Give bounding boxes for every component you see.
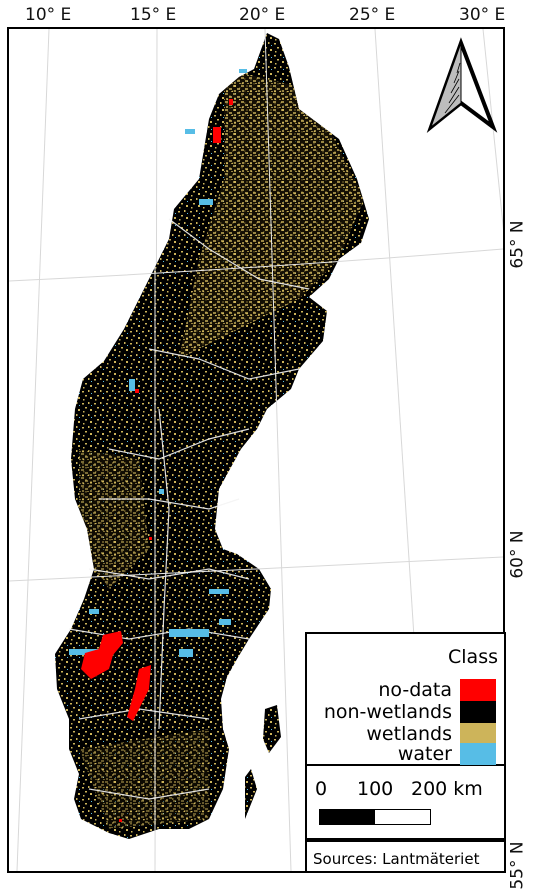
scale-bar-box: 0 100 200 km bbox=[305, 766, 506, 840]
lat-label-55: 55° N bbox=[507, 841, 528, 890]
lon-label-30: 30° E bbox=[459, 5, 506, 25]
lon-label-15: 15° E bbox=[130, 5, 177, 25]
scale-label-0: 0 bbox=[315, 778, 328, 800]
lon-label-10: 10° E bbox=[25, 5, 72, 25]
rivers bbox=[68, 218, 310, 800]
lon-label-20: 20° E bbox=[239, 5, 286, 25]
sources-text: Sources: Lantmäteriet bbox=[313, 850, 480, 868]
no-data-areas bbox=[81, 99, 233, 822]
legend-swatch-wetlands bbox=[460, 723, 496, 745]
legend-title: Class bbox=[448, 646, 498, 668]
legend-swatch-water bbox=[460, 743, 496, 765]
lon-label-25: 25° E bbox=[349, 5, 396, 25]
lat-label-65: 65° N bbox=[507, 220, 528, 269]
legend-label: water bbox=[397, 742, 452, 765]
legend-item-water: water bbox=[397, 742, 496, 765]
legend-swatch-non-wetlands bbox=[460, 701, 496, 723]
legend-label: non-wetlands bbox=[323, 700, 452, 723]
island-gotland bbox=[263, 705, 281, 753]
legend-label: no-data bbox=[378, 678, 452, 701]
legend-item-wetlands: wetlands bbox=[366, 722, 496, 745]
legend-label: wetlands bbox=[366, 722, 452, 745]
map-frame bbox=[7, 27, 505, 873]
map-canvas bbox=[9, 29, 503, 871]
legend: Class no-data non-wetlands wetlands wate… bbox=[305, 632, 506, 766]
north-arrow-icon bbox=[426, 37, 498, 133]
sources-box: Sources: Lantmäteriet bbox=[305, 840, 506, 873]
legend-item-no-data: no-data bbox=[378, 678, 496, 701]
water-bodies bbox=[69, 69, 247, 657]
legend-item-non-wetlands: non-wetlands bbox=[323, 700, 496, 723]
scale-label-200: 200 km bbox=[411, 778, 483, 800]
scale-label-100: 100 bbox=[357, 778, 394, 800]
lat-label-60: 60° N bbox=[507, 530, 528, 579]
scale-bar bbox=[319, 809, 431, 825]
island-oland bbox=[245, 769, 257, 819]
legend-swatch-no-data bbox=[460, 679, 496, 701]
